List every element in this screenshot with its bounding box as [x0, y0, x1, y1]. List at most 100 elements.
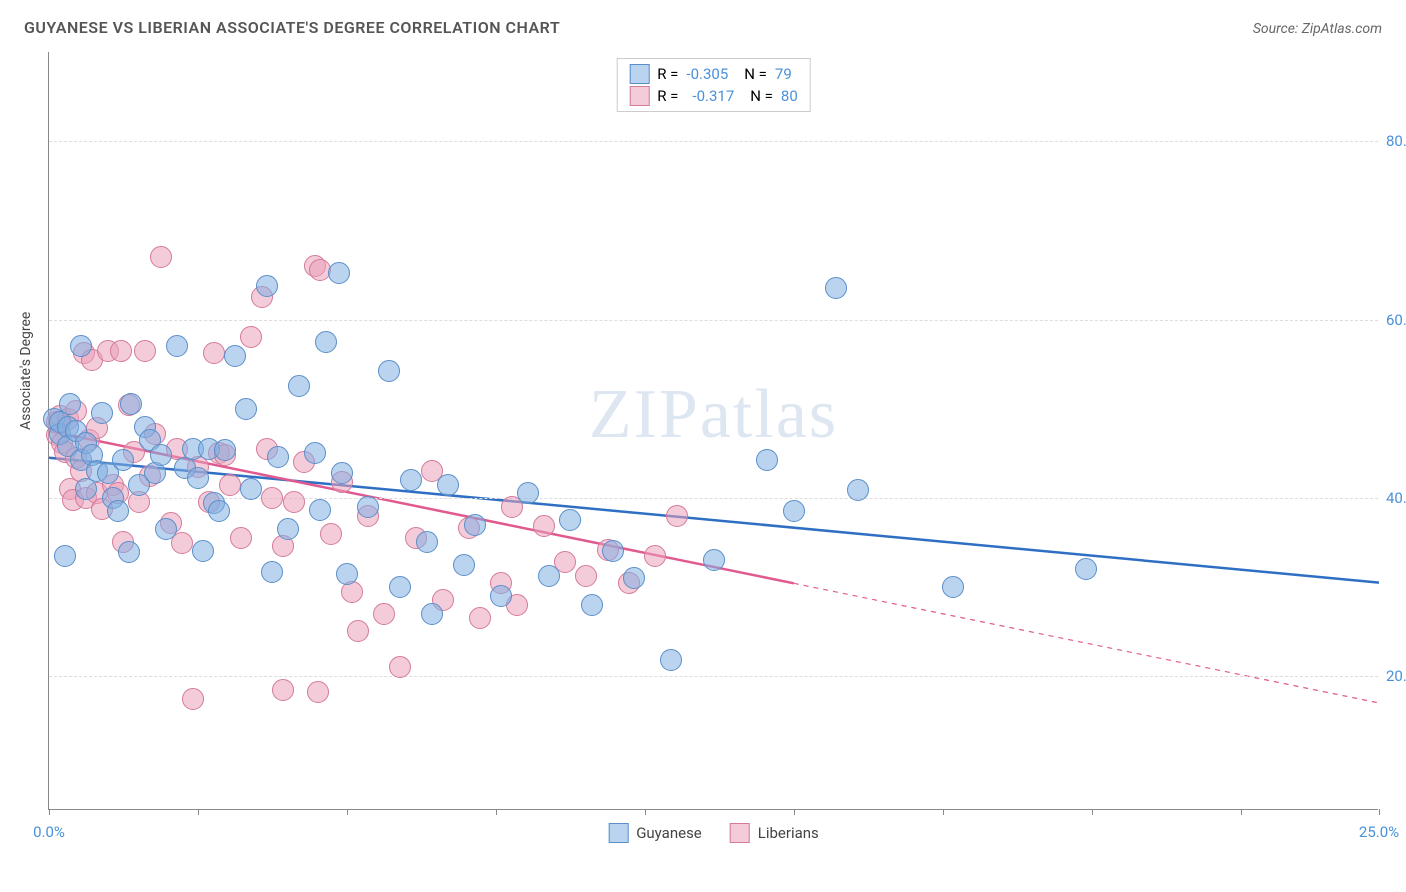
- legend-R-label: R =: [657, 65, 678, 83]
- legend-stats: R = -0.305 N = 79 R = -0.317 N = 80: [616, 58, 811, 112]
- x-tick-label: 25.0%: [1359, 823, 1399, 841]
- plot-area: ZIPatlas R = -0.305 N = 79 R = -0.317 N …: [48, 52, 1378, 810]
- scatter-point-guyanese: [214, 439, 236, 461]
- scatter-point-guyanese: [208, 500, 230, 522]
- legend-N-label: N =: [750, 87, 773, 105]
- scatter-point-liberians: [347, 620, 369, 642]
- scatter-point-guyanese: [825, 277, 847, 299]
- legend-stats-row-guyanese: R = -0.305 N = 79: [629, 63, 798, 85]
- scatter-point-guyanese: [942, 576, 964, 598]
- legend-N-guyanese: 79: [775, 65, 792, 83]
- scatter-point-guyanese: [267, 446, 289, 468]
- scatter-point-guyanese: [235, 398, 257, 420]
- scatter-point-liberians: [134, 340, 156, 362]
- scatter-point-liberians: [219, 474, 241, 496]
- scatter-point-guyanese: [660, 649, 682, 671]
- scatter-point-guyanese: [59, 393, 81, 415]
- scatter-point-guyanese: [783, 500, 805, 522]
- y-tick-label: 60.0%: [1386, 311, 1406, 329]
- scatter-point-guyanese: [70, 335, 92, 357]
- swatch-guyanese: [629, 64, 649, 84]
- scatter-point-guyanese: [559, 509, 581, 531]
- x-tick: [645, 809, 646, 815]
- scatter-point-guyanese: [309, 499, 331, 521]
- scatter-point-guyanese: [453, 554, 475, 576]
- legend-label-liberians: Liberians: [758, 824, 819, 842]
- y-tick-label: 80.0%: [1386, 132, 1406, 150]
- scatter-point-liberians: [373, 603, 395, 625]
- swatch-liberians: [629, 86, 649, 106]
- x-tick: [49, 809, 50, 815]
- scatter-point-guyanese: [256, 275, 278, 297]
- scatter-point-guyanese: [378, 360, 400, 382]
- x-tick: [496, 809, 497, 815]
- scatter-point-liberians: [644, 545, 666, 567]
- legend-N-label: N =: [744, 65, 767, 83]
- scatter-point-liberians: [182, 688, 204, 710]
- swatch-guyanese: [608, 823, 628, 843]
- x-tick: [794, 809, 795, 815]
- legend-N-liberians: 80: [781, 87, 798, 105]
- scatter-point-guyanese: [187, 467, 209, 489]
- legend-R-guyanese: -0.305: [686, 65, 728, 83]
- gridline: [49, 320, 1378, 321]
- y-tick-label: 40.0%: [1386, 489, 1406, 507]
- watermark: ZIPatlas: [589, 375, 838, 455]
- scatter-point-liberians: [240, 326, 262, 348]
- scatter-point-guyanese: [400, 469, 422, 491]
- scatter-point-guyanese: [120, 393, 142, 415]
- scatter-point-liberians: [307, 681, 329, 703]
- scatter-point-guyanese: [847, 479, 869, 501]
- gridline: [49, 676, 1378, 677]
- legend-item-guyanese: Guyanese: [608, 823, 702, 843]
- scatter-point-guyanese: [328, 262, 350, 284]
- chart-title: GUYANESE VS LIBERIAN ASSOCIATE'S DEGREE …: [24, 18, 560, 37]
- scatter-point-liberians: [389, 656, 411, 678]
- scatter-point-guyanese: [240, 478, 262, 500]
- scatter-point-guyanese: [192, 540, 214, 562]
- scatter-point-guyanese: [155, 518, 177, 540]
- scatter-point-guyanese: [331, 462, 353, 484]
- trend-line-liberians-extrapolated: [794, 583, 1379, 703]
- scatter-point-guyanese: [464, 514, 486, 536]
- scatter-point-guyanese: [107, 500, 129, 522]
- scatter-point-guyanese: [437, 474, 459, 496]
- scatter-point-guyanese: [277, 518, 299, 540]
- scatter-point-liberians: [469, 607, 491, 629]
- legend-label-guyanese: Guyanese: [636, 824, 702, 842]
- scatter-point-guyanese: [91, 402, 113, 424]
- scatter-point-guyanese: [490, 585, 512, 607]
- x-tick: [347, 809, 348, 815]
- scatter-point-guyanese: [315, 331, 337, 353]
- scatter-point-guyanese: [166, 335, 188, 357]
- scatter-point-liberians: [272, 679, 294, 701]
- y-tick-label: 20.0%: [1386, 667, 1406, 685]
- legend-series: Guyanese Liberians: [608, 823, 819, 843]
- scatter-point-guyanese: [416, 531, 438, 553]
- scatter-point-guyanese: [602, 540, 624, 562]
- scatter-point-guyanese: [304, 442, 326, 464]
- scatter-point-guyanese: [224, 345, 246, 367]
- scatter-point-guyanese: [112, 449, 134, 471]
- x-tick-label: 0.0%: [33, 823, 65, 841]
- scatter-point-guyanese: [538, 565, 560, 587]
- legend-stats-row-liberians: R = -0.317 N = 80: [629, 85, 798, 107]
- gridline: [49, 141, 1378, 142]
- scatter-point-liberians: [533, 515, 555, 537]
- scatter-point-guyanese: [288, 375, 310, 397]
- scatter-point-guyanese: [118, 541, 140, 563]
- scatter-point-guyanese: [421, 603, 443, 625]
- scatter-point-guyanese: [54, 545, 76, 567]
- scatter-point-guyanese: [517, 482, 539, 504]
- scatter-point-liberians: [261, 487, 283, 509]
- swatch-liberians: [730, 823, 750, 843]
- scatter-point-guyanese: [581, 594, 603, 616]
- x-tick: [943, 809, 944, 815]
- scatter-point-guyanese: [1075, 558, 1097, 580]
- scatter-point-liberians: [283, 491, 305, 513]
- legend-R-liberians: -0.317: [692, 87, 734, 105]
- y-axis-label: Associate's Degree: [18, 312, 34, 430]
- scatter-point-guyanese: [703, 549, 725, 571]
- scatter-point-guyanese: [389, 576, 411, 598]
- scatter-point-liberians: [666, 505, 688, 527]
